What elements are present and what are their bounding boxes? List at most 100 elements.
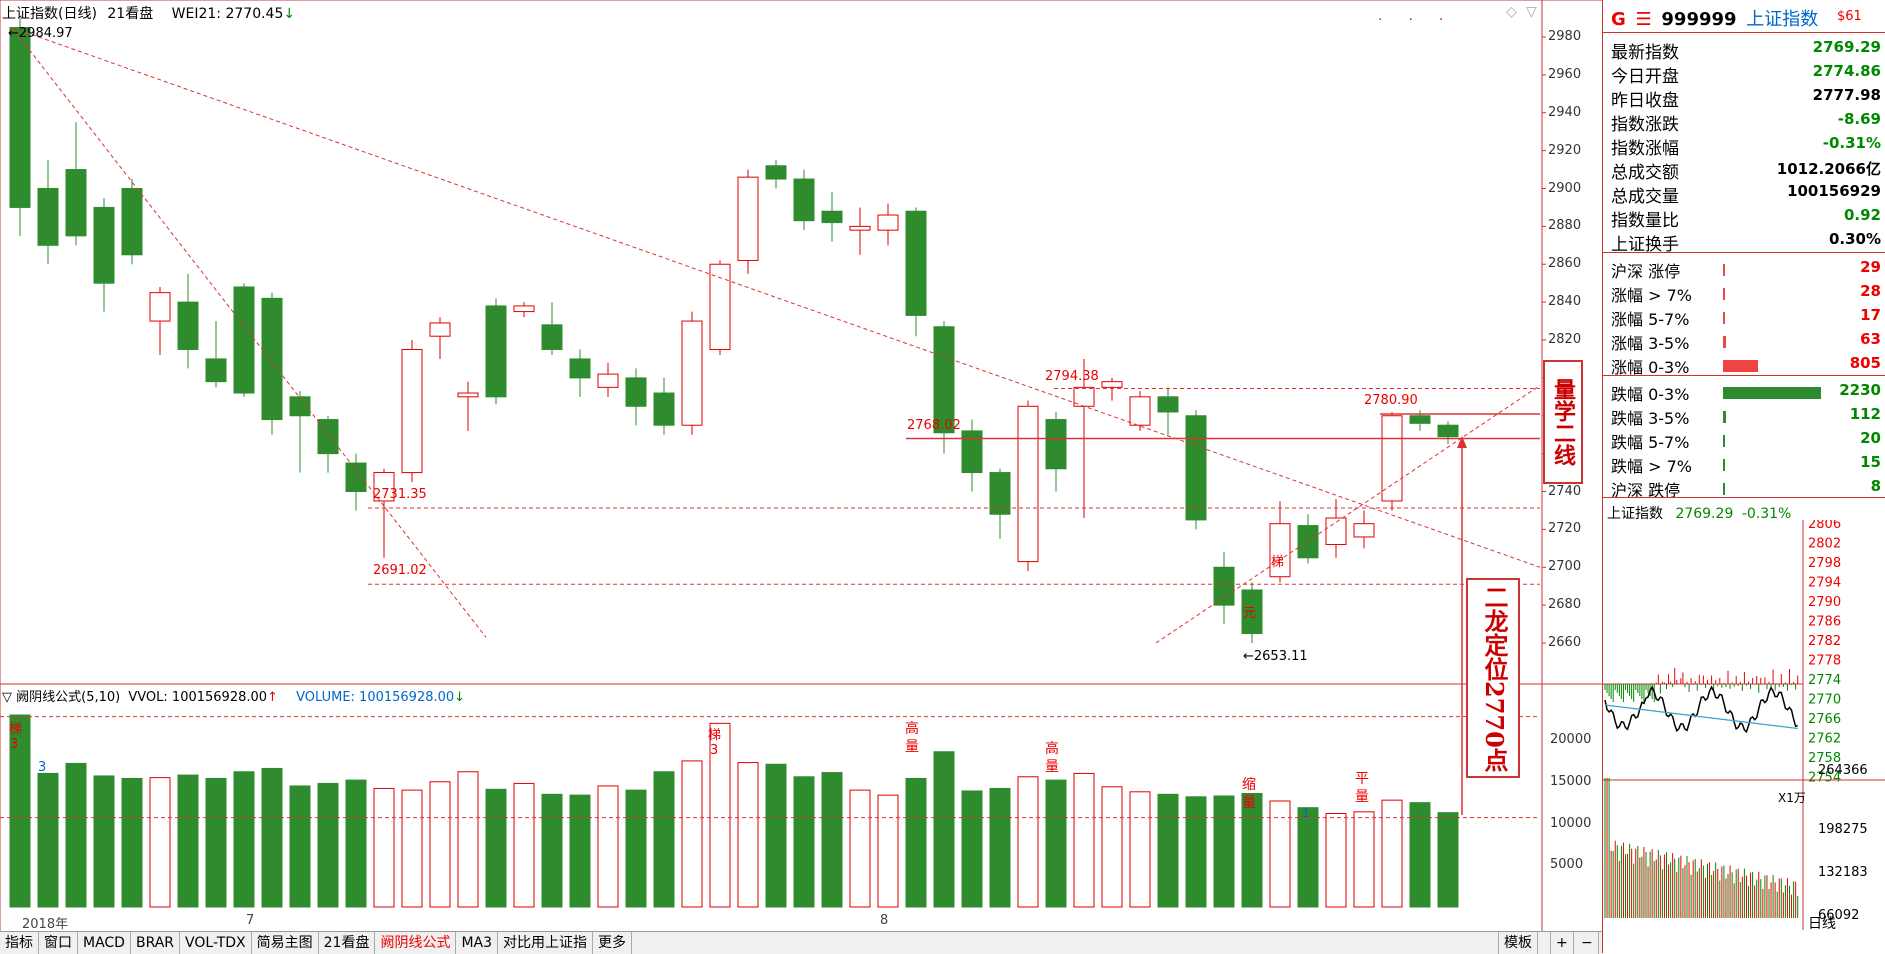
tab-4[interactable]: VOL-TDX	[180, 932, 252, 954]
volume-bar	[1157, 793, 1179, 908]
vol-note-suo: 缩	[1242, 777, 1256, 793]
price-tick: 2740	[1548, 483, 1582, 499]
annotation-2731: 2731.35	[373, 487, 427, 502]
volume-bar	[1045, 779, 1067, 908]
volume-tick: 15000	[1550, 773, 1592, 789]
zoom-out-button[interactable]: −	[1576, 932, 1599, 954]
volume-bar	[149, 777, 171, 908]
menu-icon[interactable]: ☰	[1635, 9, 1652, 30]
quote-row: 今日开盘 2774.86	[1611, 62, 1881, 87]
price-tick: 2720	[1548, 521, 1582, 537]
vol-note-t1: 梯	[9, 722, 23, 737]
down-arrow-icon: ↓	[283, 6, 296, 22]
volume-bar	[905, 777, 927, 908]
annotation-2768: 2768.02	[907, 418, 961, 433]
annotation-2794: 2794.38	[1045, 369, 1099, 384]
mini-price-tick: 2790	[1808, 595, 1841, 610]
volume-bar	[989, 787, 1011, 908]
quote-row: 指数量比 0.92	[1611, 206, 1881, 231]
intraday-mini-chart[interactable]: 2806 2802 2798 2794 2790 2786 2782 2778 2774 2770…	[1603, 520, 1885, 950]
volume-bar	[485, 788, 507, 908]
fall-bar	[1723, 387, 1821, 399]
wei-indicator: WEI21: 2770.45	[171, 6, 284, 22]
candle-body	[289, 396, 311, 417]
rise-row: 涨幅 5-7% 17	[1611, 306, 1881, 329]
fall-row: 沪深 跌停 8	[1611, 477, 1881, 500]
template-button[interactable]: 模板	[1498, 932, 1538, 954]
vol-note-gao1: 高	[905, 721, 919, 737]
candle-body	[233, 286, 255, 394]
quote-row: 最新指数 2769.29	[1611, 38, 1881, 63]
volume-bar	[1297, 807, 1319, 908]
mini-price-tick: 2774	[1808, 673, 1841, 688]
candle-body	[457, 392, 479, 398]
annotation-lian: 梯	[1271, 555, 1285, 570]
candle-body	[765, 165, 787, 180]
volume-bar	[793, 776, 815, 908]
candle-body	[485, 305, 507, 398]
annotation-2780: 2780.90	[1364, 393, 1418, 408]
callout-erlong: 二龙定位2770点	[1466, 578, 1520, 778]
volume-tick: 20000	[1550, 732, 1592, 748]
volume-bar	[121, 777, 143, 908]
mini-price-tick: 2758	[1808, 751, 1841, 766]
volume-bar	[709, 722, 731, 908]
candle-body	[37, 188, 59, 246]
diamond-icon[interactable]: ◇	[1506, 4, 1517, 20]
volume-bar	[541, 793, 563, 908]
volume-header: ▽ 阙阴线公式(5,10) VVOL: 100156928.00↑ VOLUME…	[2, 690, 466, 705]
triangle-icon[interactable]: ▽	[1526, 4, 1537, 20]
mini-vol-tick: 198275	[1818, 822, 1868, 837]
zoom-in-button[interactable]: +	[1550, 932, 1574, 954]
tab-1[interactable]: 窗口	[39, 932, 78, 954]
tab-8[interactable]: MA3	[456, 932, 499, 954]
mini-vol-tick: 264366	[1818, 763, 1868, 778]
tab-5[interactable]: 简易主图	[252, 932, 319, 954]
tab-2[interactable]: MACD	[78, 932, 131, 954]
period-daily[interactable]: 日线	[1808, 916, 1836, 932]
rise-row: 涨幅 0-3% 805	[1611, 354, 1881, 377]
volume-bar	[1409, 802, 1431, 908]
candle-body	[149, 292, 171, 322]
mini-price-tick: 2798	[1808, 556, 1841, 571]
tab-6[interactable]: 21看盘	[319, 932, 376, 954]
volume-bar	[1185, 796, 1207, 908]
tab-7[interactable]: 阙阴线公式	[375, 932, 457, 954]
tab-9[interactable]: 对比用上证指	[498, 932, 594, 954]
price-tick: 2980	[1548, 29, 1582, 44]
candle-body	[1101, 381, 1123, 388]
volume-bar	[597, 785, 619, 908]
annotation-yuan: 元	[1243, 606, 1257, 621]
candle-body	[261, 297, 283, 421]
candle-body	[317, 419, 339, 455]
candle-body	[709, 263, 731, 350]
x-label-year: 2018年	[22, 917, 69, 932]
tab-3[interactable]: BRAR	[131, 932, 181, 954]
candle-body	[961, 430, 983, 474]
panel-title: G ☰ 999999 上证指数 $61	[1611, 5, 1862, 31]
vol-note-liang4: 量	[1355, 789, 1369, 805]
quote-row: 指数涨幅 -0.31%	[1611, 134, 1881, 159]
tab-0[interactable]: 指标	[0, 932, 39, 954]
volume-label: VOLUME: 100156928.00	[296, 690, 455, 705]
volume-bar	[317, 782, 339, 908]
candle-body	[1017, 405, 1039, 563]
mini-price-tick: 2770	[1808, 693, 1841, 708]
period-label: 21看盘	[107, 6, 154, 22]
candle-body	[1185, 415, 1207, 521]
tab-10[interactable]: 更多	[593, 932, 633, 954]
candle-body	[1157, 396, 1179, 413]
kline-chart[interactable]	[0, 0, 1602, 931]
fall-row: 跌幅 > 7% 15	[1611, 453, 1881, 476]
candle-body	[429, 322, 451, 337]
trendline-up	[1155, 385, 1541, 644]
price-tick: 2900	[1548, 180, 1582, 196]
candle-body	[9, 27, 31, 208]
vol-note-3c: 3	[710, 743, 719, 758]
rise-bar	[1723, 312, 1725, 324]
rise-bar	[1723, 336, 1726, 348]
candle-body	[681, 320, 703, 426]
volume-bar	[1353, 811, 1375, 908]
quote-row: 总成交量 100156929	[1611, 182, 1881, 207]
g-icon: G	[1611, 9, 1626, 30]
